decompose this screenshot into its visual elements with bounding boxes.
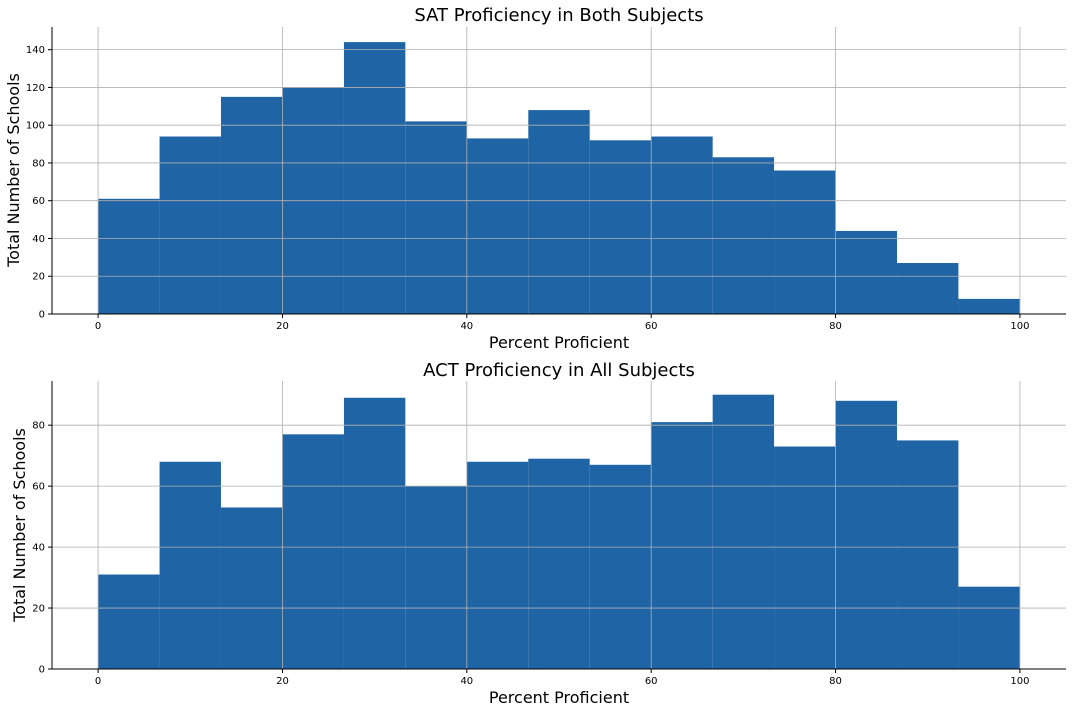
- sat-y-tick-label: 40: [32, 234, 45, 245]
- sat-y-tick-label: 100: [26, 121, 45, 132]
- act-chart: ACT Proficiency in All Subjects Percent …: [10, 360, 1066, 707]
- sat-bar: [897, 263, 959, 314]
- act-bar: [651, 422, 713, 669]
- sat-bar: [589, 140, 652, 314]
- act-bar: [466, 461, 529, 669]
- act-chart-title: ACT Proficiency in All Subjects: [423, 360, 695, 381]
- act-chart-ylabel: Total Number of Schools: [10, 428, 29, 623]
- sat-y-tick-label: 20: [32, 272, 45, 283]
- sat-bar: [466, 138, 529, 314]
- act-y-tick-label: 60: [32, 482, 45, 493]
- sat-bar: [220, 96, 283, 314]
- act-y-tick-label: 40: [32, 543, 45, 554]
- sat-chart-xlabel: Percent Proficient: [489, 333, 629, 352]
- sat-x-tick-label: 80: [829, 321, 842, 332]
- sat-bar: [343, 42, 406, 315]
- act-bar: [897, 440, 959, 669]
- sat-y-tick-label: 80: [32, 158, 45, 169]
- sat-x-tick-label: 40: [460, 321, 473, 332]
- act-y-tick-label: 0: [39, 665, 45, 676]
- sat-bar: [98, 198, 160, 314]
- sat-bar: [712, 157, 775, 314]
- act-bar: [405, 486, 467, 669]
- sat-bar: [651, 136, 713, 314]
- act-x-tick-label: 0: [95, 676, 101, 687]
- act-x-tick-label: 20: [276, 676, 289, 687]
- sat-bar: [405, 121, 467, 314]
- sat-bars: [98, 42, 1020, 315]
- act-bar: [835, 400, 898, 669]
- act-bar: [958, 586, 1020, 669]
- act-bar: [712, 394, 775, 669]
- sat-x-tick-label: 0: [95, 321, 101, 332]
- act-bar: [343, 397, 406, 669]
- act-x-tick-label: 80: [829, 676, 842, 687]
- act-x-tick-label: 100: [1010, 676, 1029, 687]
- act-y-tick-label: 80: [32, 421, 45, 432]
- sat-x-tick-label: 20: [276, 321, 289, 332]
- act-bar: [774, 446, 836, 669]
- sat-chart-title: SAT Proficiency in Both Subjects: [414, 5, 703, 26]
- sat-y-tick-label: 0: [39, 310, 45, 321]
- sat-y-tick-label: 120: [26, 83, 45, 94]
- sat-bar: [159, 136, 221, 314]
- sat-y-tick-label: 60: [32, 196, 45, 207]
- sat-bar: [528, 110, 590, 314]
- act-bar: [282, 434, 344, 669]
- sat-bar: [774, 170, 836, 314]
- act-bar: [159, 461, 221, 669]
- sat-chart: SAT Proficiency in Both Subjects Percent…: [4, 5, 1066, 352]
- sat-x-tick-label: 100: [1010, 321, 1029, 332]
- sat-bar: [958, 298, 1020, 314]
- act-bar: [220, 507, 283, 669]
- act-x-tick-label: 60: [645, 676, 658, 687]
- act-bars: [98, 394, 1020, 669]
- sat-y-tick-label: 140: [26, 45, 45, 56]
- act-y-tick-label: 20: [32, 604, 45, 615]
- sat-grid: [52, 27, 1066, 315]
- sat-chart-ylabel: Total Number of Schools: [4, 73, 23, 268]
- act-bar: [589, 464, 652, 669]
- sat-x-tick-label: 60: [645, 321, 658, 332]
- act-chart-xlabel: Percent Proficient: [489, 688, 629, 707]
- act-bar: [98, 574, 160, 669]
- act-bar: [528, 458, 590, 669]
- act-x-tick-label: 40: [460, 676, 473, 687]
- sat-bar: [835, 230, 898, 314]
